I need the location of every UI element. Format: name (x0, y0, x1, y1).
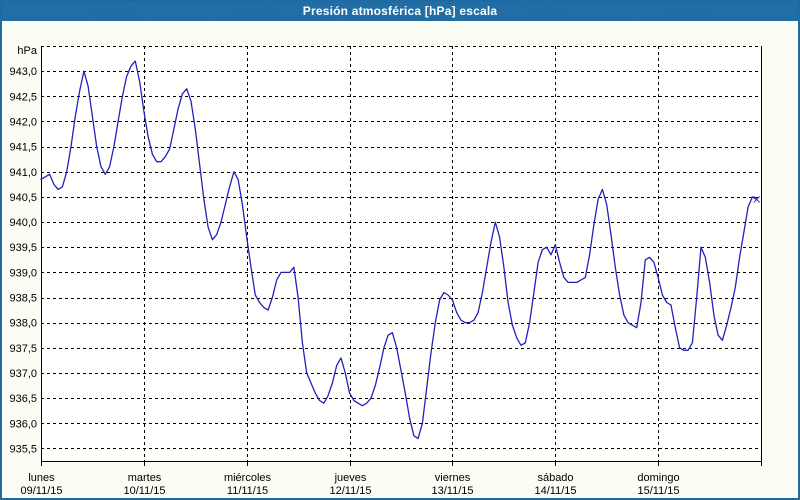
title-bar: Presión atmosférica [hPa] escala (2, 2, 798, 21)
end-marker (753, 196, 761, 203)
y-tick-label: 935,5 (9, 443, 37, 455)
y-tick-label: 941,0 (9, 167, 37, 179)
y-tick-label: 940,5 (9, 192, 37, 204)
y-tick-label: 941,5 (9, 142, 37, 154)
y-tick-label: 938,0 (9, 318, 37, 330)
x-day-label: sábado (537, 472, 573, 484)
x-day-label: jueves (334, 472, 367, 484)
x-date-label: 11/11/15 (227, 485, 268, 497)
page-title: Presión atmosférica [hPa] escala (302, 4, 498, 18)
x-day-label: miércoles (224, 472, 272, 484)
y-tick-label: 936,0 (9, 418, 37, 430)
y-tick-label: 943,0 (9, 66, 37, 78)
y-axis-unit-label: hPa (17, 45, 37, 57)
y-tick-label: 938,5 (9, 293, 37, 305)
pressure-line (40, 60, 758, 440)
y-tick-label: 939,0 (9, 267, 37, 279)
y-tick-label: 936,5 (9, 393, 37, 405)
y-tick-label: 942,5 (9, 91, 37, 103)
y-tick-label: 940,0 (9, 217, 37, 229)
x-date-label: 13/11/15 (431, 485, 473, 497)
x-date-label: 09/11/15 (20, 485, 62, 497)
x-date-label: 10/11/15 (123, 485, 165, 497)
x-date-label: 12/11/15 (329, 485, 371, 497)
x-day-label: viernes (435, 472, 471, 484)
plot-area (41, 46, 761, 461)
y-tick-label: 939,5 (9, 242, 37, 254)
x-day-label: lunes (28, 472, 55, 484)
x-day-label: martes (128, 472, 162, 484)
y-tick-label: 937,5 (9, 343, 37, 355)
y-tick-label: 937,0 (9, 368, 37, 380)
x-date-label: 15/11/15 (637, 485, 679, 497)
y-tick-label: 942,0 (9, 116, 37, 128)
x-day-label: domingo (637, 472, 679, 484)
x-date-label: 14/11/15 (534, 485, 576, 497)
